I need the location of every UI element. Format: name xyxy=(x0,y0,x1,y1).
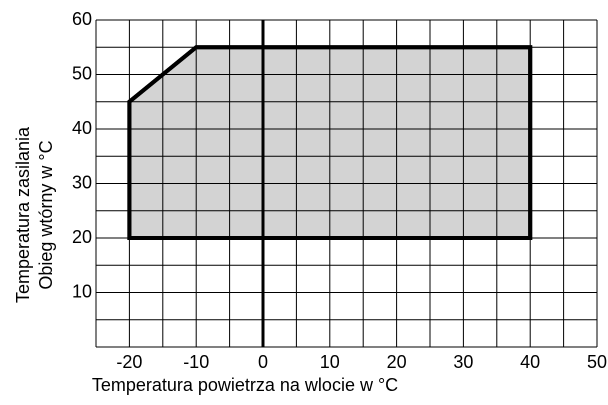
y-axis-label: Obieg wtórny w °C xyxy=(36,140,56,289)
y-tick-label: 10 xyxy=(72,281,92,301)
x-tick-label: 0 xyxy=(258,352,268,372)
operating-area-outline xyxy=(127,45,533,240)
y-tick-label: 30 xyxy=(72,172,92,192)
x-axis-label: Temperatura powietrza na wlocie w °C xyxy=(92,375,398,395)
y-axis-label: Temperatura zasilania xyxy=(13,126,33,303)
x-tick-label: 20 xyxy=(387,352,407,372)
x-tick-label: -20 xyxy=(116,352,142,372)
y-tick-label: 60 xyxy=(72,9,92,29)
x-tick-label: 50 xyxy=(587,352,607,372)
y-tick-label: 20 xyxy=(72,227,92,247)
x-tick-label: 40 xyxy=(520,352,540,372)
x-tick-label: 30 xyxy=(453,352,473,372)
x-tick-label: -10 xyxy=(183,352,209,372)
y-tick-label: 50 xyxy=(72,63,92,83)
y-tick-label: 40 xyxy=(72,118,92,138)
x-tick-label: 10 xyxy=(320,352,340,372)
